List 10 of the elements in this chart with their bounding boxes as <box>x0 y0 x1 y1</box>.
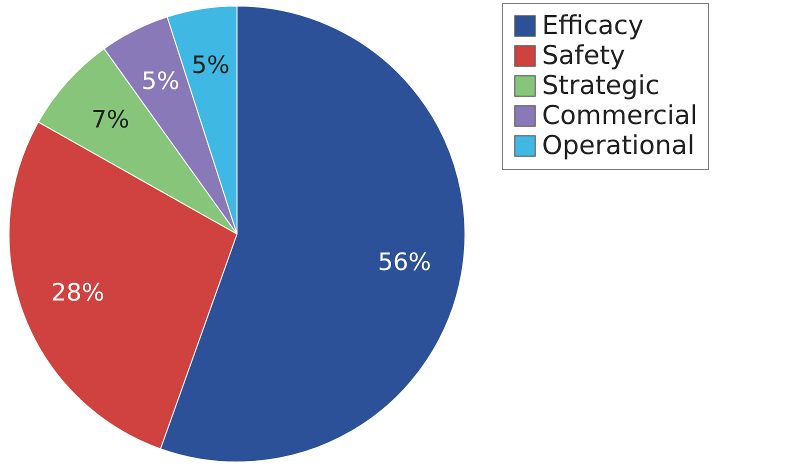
data-label: 56% <box>378 248 432 276</box>
data-label: 5% <box>141 67 180 96</box>
legend-label: Commercial <box>542 101 698 131</box>
data-label: 5% <box>192 51 230 80</box>
legend-label: Strategic <box>542 71 660 101</box>
legend-label: Safety <box>542 41 626 71</box>
data-label: 28% <box>51 278 104 307</box>
data-label: 7% <box>91 106 130 134</box>
legend-label: Efficacy <box>542 11 644 41</box>
legend-label: Operational <box>542 131 695 161</box>
